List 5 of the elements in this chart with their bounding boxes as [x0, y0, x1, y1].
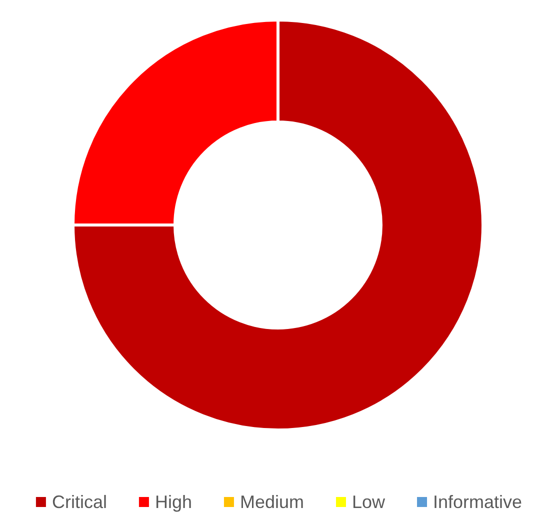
legend-label: Low [352, 492, 386, 512]
legend-label: Critical [52, 492, 107, 512]
legend-label: Medium [240, 492, 304, 512]
legend-label: Informative [433, 492, 522, 512]
legend-label: High [154, 492, 192, 512]
